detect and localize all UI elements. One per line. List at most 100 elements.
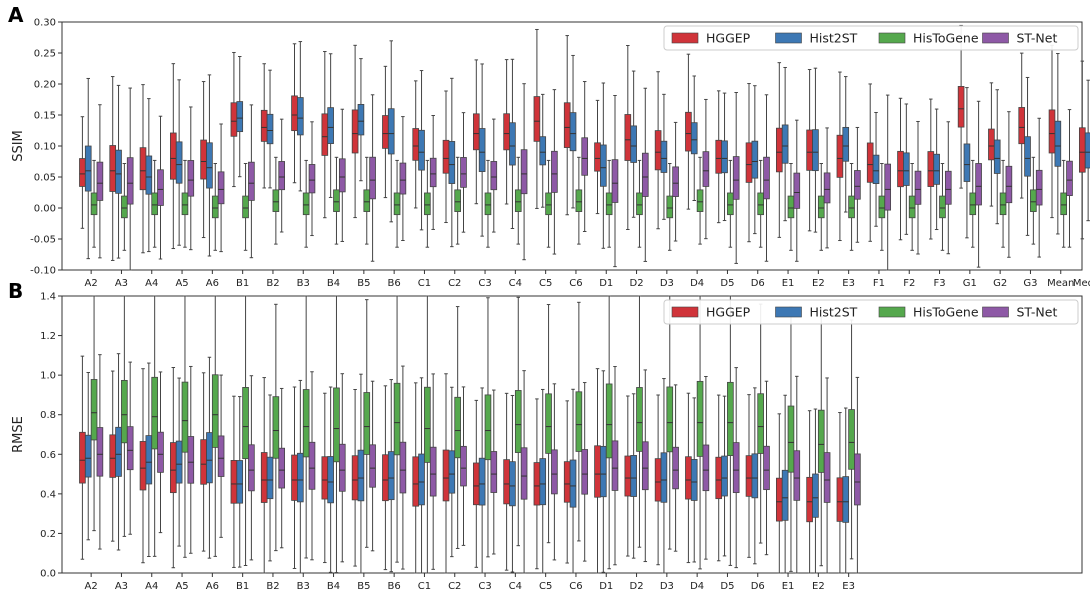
box-histogene-b6	[393, 159, 401, 248]
box-body	[545, 192, 552, 216]
box-body	[812, 473, 819, 518]
box-body	[702, 444, 710, 492]
x-tick-label: D5	[720, 278, 734, 289]
box-body	[90, 379, 98, 441]
box-histogene-e2	[817, 163, 825, 251]
box-body	[230, 460, 238, 504]
box-body	[823, 452, 831, 503]
legend-label-hggep: HGGEP	[706, 31, 751, 46]
legend-swatch-hist2st	[775, 32, 802, 44]
box-body	[594, 445, 601, 498]
box-body	[624, 114, 632, 161]
box-body	[115, 149, 122, 194]
box-body	[187, 436, 195, 484]
box-stnet-b5	[369, 94, 376, 262]
box-histogene-a6	[211, 295, 219, 557]
box-body	[333, 387, 340, 463]
legend-label-hist2st: Hist2ST	[810, 305, 858, 320]
box-body	[842, 126, 850, 162]
box-histogene-g2	[999, 159, 1007, 248]
box-stnet-f1	[884, 94, 892, 271]
box-hggep-c3	[472, 399, 480, 568]
box-body	[260, 109, 268, 142]
x-tick-label: A2	[85, 581, 98, 592]
box-body	[1024, 136, 1031, 177]
box-body	[520, 149, 528, 195]
box-body	[181, 381, 189, 453]
box-hist2st-d5	[721, 395, 728, 557]
box-body	[672, 166, 679, 197]
box-body	[509, 122, 516, 166]
box-body	[812, 129, 819, 172]
box-stnet-d6	[763, 94, 770, 262]
box-body	[666, 195, 674, 219]
x-tick-label: C2	[448, 581, 461, 592]
box-hggep-d6	[745, 83, 753, 243]
box-hist2st-a3	[115, 84, 122, 259]
box-body	[351, 109, 359, 154]
box-stnet-b4	[338, 373, 346, 563]
box-body	[563, 102, 571, 148]
box-hist2st-e2	[812, 67, 819, 233]
box-hggep-c4	[503, 59, 510, 205]
box-body	[727, 381, 734, 456]
box-hggep-c4	[503, 392, 510, 571]
box-hggep-a4	[139, 368, 147, 564]
box-hist2st-g1	[963, 87, 971, 239]
box-stnet-a2	[96, 354, 104, 550]
box-body	[787, 405, 795, 473]
box-histogene-e1	[787, 163, 795, 251]
box-body	[605, 383, 613, 459]
box-histogene-d5	[727, 295, 734, 566]
x-tick-label: D1	[599, 581, 613, 592]
box-body	[369, 156, 376, 200]
box-hist2st-f1	[872, 111, 880, 227]
box-body	[157, 169, 164, 206]
box-body	[611, 440, 619, 491]
box-hist2st-d6	[751, 387, 759, 565]
box-histogene-a5	[181, 295, 189, 558]
box-histogene-d3	[666, 295, 674, 550]
x-tick-label: B5	[357, 278, 370, 289]
box-body	[175, 141, 183, 184]
box-hggep-a5	[169, 63, 177, 250]
box-stnet-d2	[641, 87, 649, 262]
x-tick-label: D6	[751, 581, 765, 592]
box-stnet-c2	[460, 112, 467, 233]
box-body	[969, 192, 977, 216]
box-histogene-d4	[696, 156, 704, 245]
box-body	[1060, 192, 1067, 216]
box-body	[732, 156, 740, 200]
box-stnet-d3	[672, 121, 679, 242]
box-body	[369, 444, 376, 488]
box-stnet-a5	[187, 106, 195, 251]
box-hggep-d1	[594, 99, 601, 215]
legend-swatch-hggep	[671, 306, 699, 318]
box-body	[939, 195, 946, 219]
x-tick-label: B4	[327, 278, 340, 289]
x-tick-label: F1	[873, 278, 885, 289]
box-body	[1018, 107, 1026, 145]
box-histogene-c6	[575, 301, 583, 542]
box-stnet-b2	[278, 387, 286, 549]
box-body	[412, 128, 420, 161]
box-hggep-b4	[321, 392, 329, 564]
box-body	[715, 456, 723, 500]
box-body	[836, 134, 844, 178]
box-body	[817, 195, 825, 219]
box-hist2st-b2	[266, 394, 274, 562]
box-body	[690, 459, 698, 501]
box-hggep-e2	[806, 69, 813, 232]
box-body	[763, 445, 770, 491]
x-tick-label: C3	[478, 278, 491, 289]
box-hist2st-f2	[903, 103, 910, 235]
box-body	[866, 142, 874, 183]
box-histogene-b3	[302, 295, 310, 559]
box-stnet-e3	[854, 376, 861, 574]
y-tick-label: 0.6	[40, 450, 56, 461]
box-hist2st-d3	[660, 378, 668, 574]
box-body	[187, 160, 195, 197]
box-body	[1005, 165, 1013, 204]
box-body	[181, 192, 189, 216]
